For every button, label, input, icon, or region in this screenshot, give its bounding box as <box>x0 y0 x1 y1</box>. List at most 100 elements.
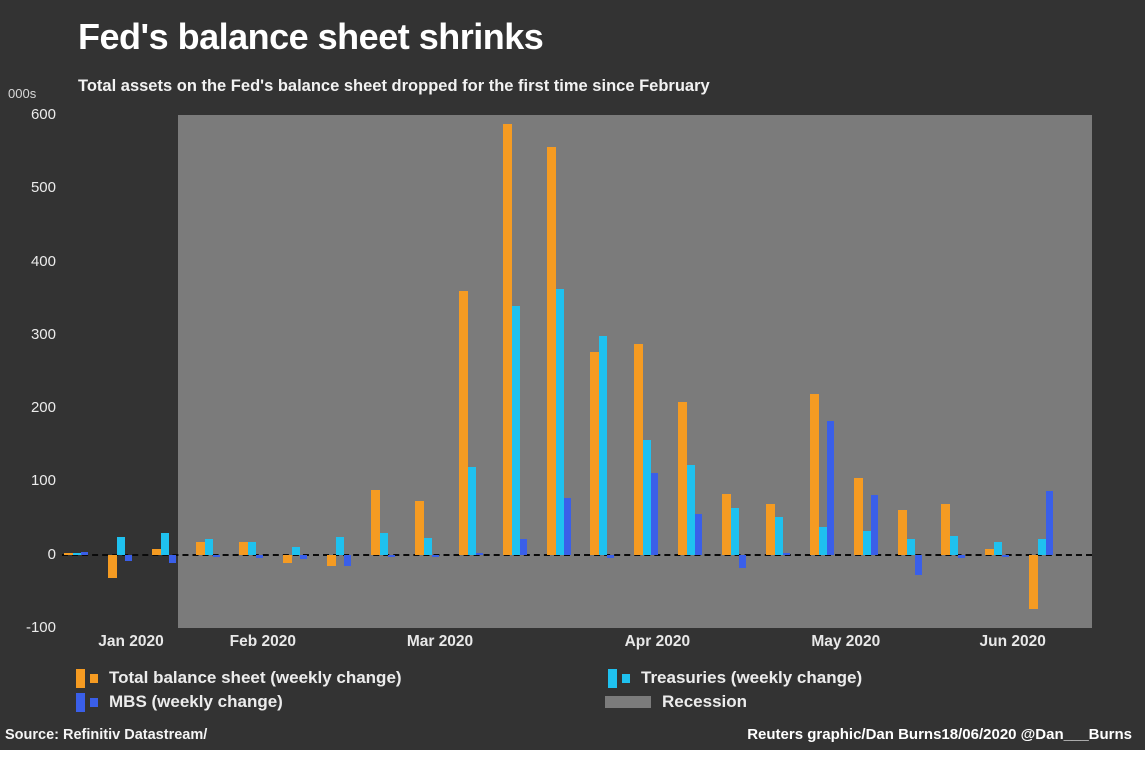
bar-total <box>590 352 600 555</box>
bar-mbs <box>475 552 483 555</box>
zero-axis-line <box>62 553 1092 556</box>
swatch-bar-icon <box>76 668 85 688</box>
bar-mbs <box>431 554 439 557</box>
bar-total <box>722 493 731 555</box>
bar-total <box>897 510 907 555</box>
y-tick-label: 300 <box>30 325 56 343</box>
bar-treasuries <box>423 537 432 555</box>
bar-total <box>283 554 293 564</box>
bar-total <box>546 146 556 555</box>
bar-total <box>239 541 249 555</box>
legend-label-mbs: MBS (weekly change) <box>109 692 283 711</box>
bar-total <box>765 504 775 555</box>
bar-total <box>195 542 205 555</box>
chart-subtitle: Total assets on the Fed's balance sheet … <box>78 77 710 95</box>
bar-treasuries <box>336 537 345 555</box>
x-month-label: Apr 2020 <box>624 633 691 650</box>
bar-treasuries <box>204 538 213 555</box>
legend-item-treasuries: Treasuries (weekly change) <box>608 668 862 688</box>
x-month-label: Jan 2020 <box>98 633 164 650</box>
bar-total <box>502 123 512 555</box>
bar-mbs <box>914 554 922 576</box>
bar-treasuries <box>73 552 81 555</box>
bar-mbs <box>1046 491 1054 555</box>
bar-mbs <box>870 494 878 555</box>
bar-treasuries <box>467 466 476 555</box>
x-month-label: Feb 2020 <box>229 633 297 650</box>
bar-treasuries <box>950 535 959 555</box>
bar-mbs <box>168 554 176 563</box>
bar-treasuries <box>511 306 520 555</box>
legend-item-recession: Recession <box>605 692 747 712</box>
bar-total <box>678 402 688 555</box>
bar-treasuries <box>774 517 783 555</box>
bar-mbs <box>81 551 88 555</box>
bar-treasuries <box>292 546 301 555</box>
mbs-swatch <box>76 692 98 712</box>
bar-mbs <box>826 421 834 555</box>
legend-label-treasuries: Treasuries (weekly change) <box>641 668 863 687</box>
bar-treasuries <box>818 526 827 555</box>
bar-total <box>414 500 424 555</box>
bar-total <box>809 394 819 555</box>
bar-mbs <box>782 552 790 555</box>
source-text: Source: Refinitiv Datastream/ <box>5 727 208 743</box>
bar-total <box>107 554 117 579</box>
swatch-bar-icon <box>76 692 85 712</box>
bar-total <box>985 548 995 555</box>
bar-total <box>941 504 951 555</box>
bar-mbs <box>607 554 615 559</box>
bar-mbs <box>651 473 659 555</box>
bar-total <box>371 490 381 555</box>
bar-treasuries <box>862 530 871 555</box>
bar-mbs <box>563 498 571 555</box>
bar-mbs <box>388 554 396 557</box>
bar-treasuries <box>116 537 125 555</box>
bar-mbs <box>519 538 527 555</box>
plot-area <box>62 115 1092 628</box>
bar-treasuries <box>731 507 739 555</box>
bar-treasuries <box>160 532 169 555</box>
recession-swatch <box>605 696 651 708</box>
credit-text: Reuters graphic/Dan Burns18/06/2020 @Dan… <box>747 726 1132 743</box>
bar-mbs <box>739 554 746 568</box>
x-month-label: Mar 2020 <box>406 633 474 650</box>
bar-treasuries <box>555 288 564 555</box>
bar-mbs <box>256 554 264 559</box>
bar-mbs <box>300 554 308 560</box>
bar-mbs <box>958 554 966 558</box>
bar-total <box>458 290 468 555</box>
bar-mbs <box>124 554 132 561</box>
bar-treasuries <box>380 532 389 555</box>
swatch-bar-icon <box>608 668 617 688</box>
legend-item-mbs: MBS (weekly change) <box>76 692 283 712</box>
bar-total <box>64 552 73 555</box>
y-tick-label: 200 <box>30 399 56 417</box>
bar-total <box>151 548 161 555</box>
bar-treasuries <box>643 440 652 555</box>
bar-treasuries <box>687 464 696 555</box>
bar-treasuries <box>1038 538 1047 555</box>
y-tick-label: 600 <box>30 106 56 123</box>
y-tick-label: 100 <box>30 472 56 490</box>
bar-treasuries <box>599 336 608 555</box>
total-balance-sheet-swatch <box>76 668 98 688</box>
x-axis: Jan 2020 Feb 2020 Mar 2020 Apr 2020 May 2020… <box>62 633 1092 655</box>
bar-mbs <box>695 513 703 555</box>
page-title: Fed's balance sheet shrinks <box>78 16 544 57</box>
y-axis-unit-label: 000s <box>8 86 37 101</box>
swatch-square-icon <box>90 697 98 707</box>
bar-mbs <box>1002 554 1010 557</box>
bar-total <box>1029 554 1039 609</box>
x-month-label: Jun 2020 <box>979 633 1046 650</box>
y-tick-label: 0 <box>47 545 56 563</box>
bar-treasuries <box>994 542 1003 555</box>
legend-label-recession: Recession <box>662 692 748 711</box>
treasuries-swatch <box>608 668 630 688</box>
bar-total <box>327 554 337 566</box>
y-tick-label: 400 <box>30 252 56 270</box>
y-tick-label: -100 <box>25 619 56 636</box>
bar-total <box>853 477 863 555</box>
swatch-square-icon <box>622 673 630 683</box>
swatch-square-icon <box>90 673 98 683</box>
